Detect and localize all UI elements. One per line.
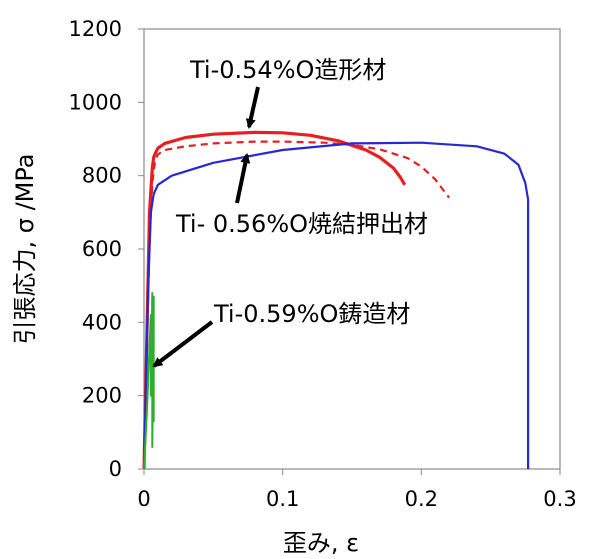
x-tick-label: 0.2 bbox=[405, 487, 438, 511]
y-tick-label: 200 bbox=[82, 384, 122, 408]
y-tick-label: 400 bbox=[82, 310, 122, 334]
series-ti-054-am-dashed-line bbox=[142, 140, 450, 470]
x-tick-label: 0.3 bbox=[543, 487, 576, 511]
y-tick-label: 0 bbox=[109, 457, 122, 481]
annotation-arrow-ti-054 bbox=[245, 86, 260, 129]
y-tick-label: 1000 bbox=[69, 90, 122, 114]
tick-layer: 0 0.1 0.2 0.3 0 200 400 600 800 1000 1200 bbox=[69, 17, 577, 511]
x-tick-label: 0.1 bbox=[266, 487, 299, 511]
y-tick-label: 800 bbox=[82, 164, 122, 188]
y-axis-title: 引張応力, σ /MPa bbox=[11, 154, 39, 345]
annotation-ti-059: Ti-0.59%O鋳造材 bbox=[152, 300, 410, 368]
series-ti-056-extruded-line bbox=[142, 141, 530, 470]
y-tick-label: 600 bbox=[82, 237, 122, 261]
series-ti-054-am-line bbox=[142, 130, 407, 470]
plot-area-frame bbox=[143, 28, 561, 470]
annotation-ti-054: Ti-0.54%O造形材 bbox=[189, 56, 386, 129]
annotation-arrow-ti-059 bbox=[152, 320, 214, 368]
y-tick-label: 1200 bbox=[69, 17, 122, 41]
x-tick-label: 0 bbox=[137, 487, 150, 511]
annotation-label-ti-059: Ti-0.59%O鋳造材 bbox=[213, 300, 410, 328]
annotation-label-ti-054: Ti-0.54%O造形材 bbox=[189, 56, 386, 84]
annotation-arrow-ti-056 bbox=[235, 153, 251, 204]
x-axis-title: 歪み, ε bbox=[283, 529, 359, 557]
annotation-label-ti-056: Ti- 0.56%O焼結押出材 bbox=[175, 210, 428, 238]
annotation-ti-056: Ti- 0.56%O焼結押出材 bbox=[175, 153, 428, 238]
series-layer bbox=[142, 130, 530, 470]
